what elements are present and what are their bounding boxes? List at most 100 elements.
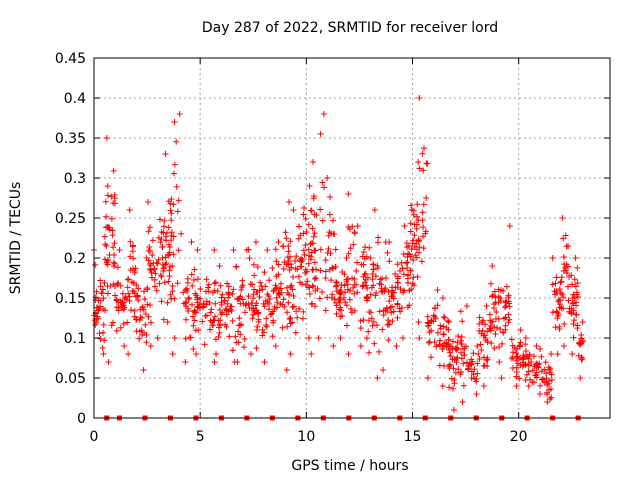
data-point	[560, 253, 567, 260]
data-point	[363, 335, 370, 342]
data-point	[548, 376, 555, 383]
data-point	[367, 291, 374, 298]
data-point	[186, 294, 193, 301]
data-point	[568, 272, 575, 279]
data-point	[110, 244, 117, 251]
data-point	[493, 324, 500, 331]
data-point	[477, 341, 484, 348]
data-point	[386, 321, 393, 328]
data-point	[225, 294, 232, 301]
y-tick-label: 0.3	[64, 171, 86, 187]
data-point	[224, 300, 231, 307]
data-point	[236, 315, 243, 322]
data-point	[332, 246, 339, 253]
data-point	[426, 329, 433, 336]
data-point	[346, 296, 353, 303]
data-point	[135, 285, 142, 292]
data-point	[114, 281, 121, 288]
data-point	[263, 315, 270, 322]
data-point	[363, 282, 370, 289]
data-point	[366, 349, 373, 356]
data-point	[446, 347, 453, 354]
data-point	[193, 309, 200, 316]
y-tick-label: 0.25	[55, 211, 86, 227]
data-point	[571, 276, 578, 283]
data-point	[164, 319, 171, 326]
data-point	[165, 224, 172, 231]
data-point	[149, 237, 156, 244]
x-tick-label: 15	[404, 429, 422, 445]
data-point	[267, 311, 274, 318]
data-point	[451, 377, 458, 384]
data-point	[384, 307, 391, 314]
data-point	[229, 347, 236, 354]
data-point	[222, 297, 229, 304]
data-point	[445, 363, 452, 370]
data-point	[218, 294, 225, 301]
data-point	[219, 291, 226, 298]
data-point	[413, 240, 420, 247]
data-point	[563, 243, 570, 250]
data-point	[329, 217, 336, 224]
data-point	[322, 307, 329, 314]
data-point	[322, 268, 329, 275]
data-point	[351, 229, 358, 236]
data-point	[273, 258, 280, 265]
data-point	[178, 230, 185, 237]
data-point	[450, 407, 457, 413]
data-point	[126, 297, 133, 304]
data-point	[311, 259, 318, 266]
data-point	[343, 322, 350, 329]
data-point	[155, 256, 162, 263]
data-point	[574, 325, 581, 332]
data-point	[293, 253, 300, 260]
data-point	[312, 275, 319, 282]
data-point	[445, 319, 452, 325]
data-point	[103, 213, 110, 220]
data-point	[271, 303, 278, 310]
data-point	[211, 313, 218, 320]
data-point	[92, 261, 99, 268]
data-point	[554, 309, 561, 316]
data-point	[211, 280, 218, 287]
data-point	[225, 290, 232, 297]
data-point	[147, 343, 154, 349]
data-point	[455, 366, 462, 373]
data-point	[357, 343, 364, 349]
data-point	[374, 375, 381, 381]
data-point	[519, 359, 526, 366]
data-point	[261, 359, 268, 365]
data-point	[287, 238, 294, 245]
data-point	[544, 399, 551, 405]
data-point	[502, 322, 509, 329]
data-point	[202, 288, 209, 295]
data-point	[359, 283, 366, 290]
data-point	[124, 319, 131, 326]
data-point	[216, 306, 223, 313]
data-point	[414, 201, 421, 208]
data-point	[246, 255, 253, 262]
data-point	[307, 241, 314, 248]
data-point	[286, 253, 293, 260]
data-point	[343, 302, 350, 309]
data-point	[242, 309, 249, 316]
data-point	[557, 289, 564, 296]
data-point	[109, 319, 116, 326]
data-point	[202, 312, 209, 319]
data-point	[301, 251, 308, 258]
x-axis-label: GPS time / hours	[291, 458, 408, 474]
data-point	[420, 224, 427, 231]
data-point	[388, 309, 395, 316]
data-point	[248, 351, 255, 357]
data-point	[336, 299, 343, 306]
data-point	[396, 267, 403, 274]
data-point	[506, 223, 513, 229]
data-point	[459, 318, 466, 325]
data-point	[245, 246, 252, 253]
data-point	[92, 321, 99, 328]
data-point	[230, 247, 237, 253]
y-tick-label: 0.2	[64, 251, 86, 267]
data-point	[261, 303, 268, 310]
data-point	[419, 209, 426, 216]
data-point	[571, 317, 578, 324]
